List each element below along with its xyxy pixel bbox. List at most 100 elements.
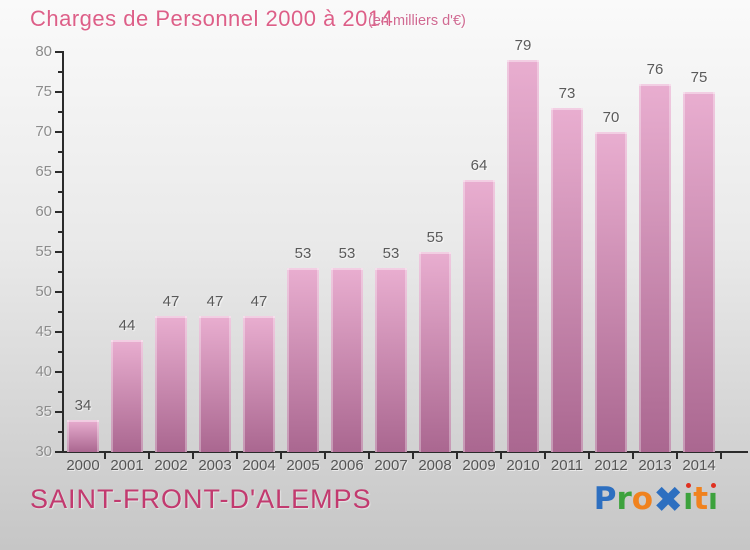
y-tick-major [55,251,64,253]
bar-2013 [639,84,671,452]
bar-value-label: 79 [514,37,532,54]
y-tick-label: 60 [35,203,52,220]
x-category-label: 2011 [550,457,584,474]
y-tick-minor [58,111,63,113]
x-tick [104,453,106,459]
bar-value-label: 53 [338,245,356,262]
bar-value-label: 64 [470,157,488,174]
y-tick-major [55,171,64,173]
bar-2008 [419,252,451,452]
x-category-label: 2013 [638,457,672,474]
bar-2001 [111,340,143,452]
y-tick-label: 35 [35,403,52,420]
x-category-label: 2003 [198,457,232,474]
bar-value-label: 55 [426,229,444,246]
bar-2010 [507,60,539,452]
x-category-label: 2002 [154,457,188,474]
proxiti-logo[interactable]: Pro✖ı tı [593,480,718,521]
x-tick [676,453,678,459]
y-tick-major [55,51,64,53]
y-tick-major [55,411,64,413]
logo-letter: ı [708,482,718,516]
bar-2014 [683,92,715,452]
y-tick-label: 55 [35,243,52,260]
y-tick-minor [58,71,63,73]
y-tick-label: 45 [35,323,52,340]
logo-i-dot [710,483,716,488]
y-tick-label: 40 [35,363,52,380]
x-category-label: 2000 [66,457,100,474]
y-tick-label: 50 [35,283,52,300]
y-tick-label: 65 [35,163,52,180]
x-category-label: 2014 [682,457,716,474]
y-tick-major [55,91,64,93]
x-category-label: 2004 [242,457,276,474]
bar-value-label: 44 [118,317,136,334]
x-tick [632,453,634,459]
y-tick-minor [58,231,63,233]
bar-2012 [595,132,627,452]
logo-letter: o [631,481,654,517]
bar-2003 [199,316,231,452]
x-tick [412,453,414,459]
x-tick [280,453,282,459]
x-tick [192,453,194,459]
x-category-label: 2007 [374,457,408,474]
x-tick [236,453,238,459]
bar-value-label: 47 [250,293,268,310]
y-tick-minor [58,431,63,433]
x-category-label: 2012 [594,457,628,474]
x-tick [456,453,458,459]
bar-2011 [551,108,583,452]
x-tick [588,453,590,459]
x-tick [368,453,370,459]
chart-title: Charges de Personnel 2000 à 2014 [30,6,394,31]
x-category-label: 2001 [110,457,144,474]
bar-value-label: 53 [382,245,400,262]
y-tick-major [55,211,64,213]
x-axis-line [62,451,748,453]
bar-2000 [67,420,99,452]
logo-i-dot [685,483,691,488]
bar-value-label: 34 [74,397,92,414]
y-tick-label: 70 [35,123,52,140]
bar-value-label: 70 [602,109,620,126]
y-tick-label: 30 [35,443,52,460]
bar-2005 [287,268,319,452]
logo-letter: P [593,481,617,517]
x-category-label: 2006 [330,457,364,474]
bar-value-label: 76 [646,61,664,78]
y-tick-minor [58,151,63,153]
bar-2004 [243,316,275,452]
bar-2006 [331,268,363,452]
y-tick-minor [58,271,63,273]
bar-value-label: 75 [690,69,708,86]
x-category-label: 2010 [506,457,540,474]
bar-value-label: 73 [558,85,576,102]
y-tick-label: 75 [35,83,52,100]
y-tick-minor [58,191,63,193]
x-tick [500,453,502,459]
y-tick-major [55,331,64,333]
chart-unit-label: (en milliers d'€) [368,13,466,29]
x-tick [324,453,326,459]
location-label: SAINT-FRONT-D'ALEMPS [30,484,372,514]
logo-letter: r [616,481,632,517]
bar-2007 [375,268,407,452]
x-tick [544,453,546,459]
x-category-label: 2008 [418,457,452,474]
bar-value-label: 47 [162,293,180,310]
bar-value-label: 53 [294,245,312,262]
bar-value-label: 47 [206,293,224,310]
y-tick-major [55,291,64,293]
logo-letter: ı [683,482,694,516]
x-category-label: 2005 [286,457,320,474]
logo-letter: t [693,481,709,517]
y-tick-major [55,131,64,133]
x-tick [720,453,722,459]
y-tick-major [55,371,64,373]
x-tick [148,453,150,459]
y-tick-minor [58,391,63,393]
